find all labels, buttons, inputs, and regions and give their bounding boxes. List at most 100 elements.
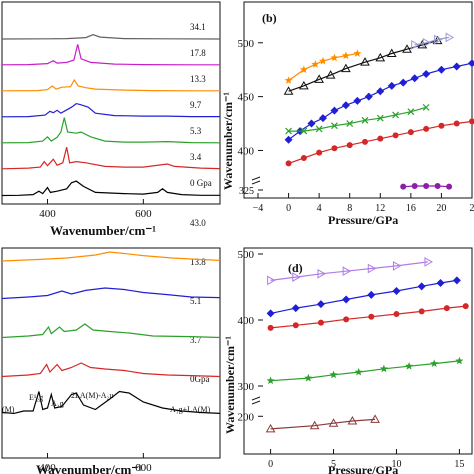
data-point <box>330 106 339 115</box>
spectrum-label: 13.3 <box>190 74 206 84</box>
data-point <box>284 135 293 144</box>
data-point <box>422 103 430 111</box>
data-point <box>317 268 326 279</box>
data-point <box>423 125 430 132</box>
data-point <box>360 57 370 66</box>
data-point <box>376 87 385 96</box>
y-break-label: 325 <box>239 186 254 197</box>
fit-line <box>270 261 428 281</box>
data-point <box>410 74 419 83</box>
panel-a: 0 Gpa 3.4 5.3 9.7 13.3 17.8 34.1 400 600 Wavenu… <box>1 1 221 238</box>
data-point <box>298 80 309 90</box>
data-point <box>330 53 339 62</box>
data-point <box>331 122 338 130</box>
data-point <box>386 48 397 58</box>
data-point <box>375 52 386 62</box>
data-point <box>443 305 450 312</box>
data-point <box>469 118 474 125</box>
data-point <box>328 418 339 427</box>
spectrum-line <box>1 323 221 339</box>
data-point <box>367 290 376 299</box>
data-point <box>387 81 396 90</box>
spectrum-label: 0Gpa <box>190 374 210 384</box>
spectrum-label: 3.7 <box>190 335 202 345</box>
spectrum-line <box>1 117 221 144</box>
x-tick-label: 8 <box>347 203 352 214</box>
data-point <box>392 111 399 119</box>
data-point <box>364 92 373 101</box>
panel-c: 0Gpa 3.7 5.1 13.8 43.0 400 600 E¹₂g A₁g 2LA(M)-… <box>1 218 221 474</box>
data-point <box>361 116 369 124</box>
data-point <box>434 183 441 189</box>
data-point <box>368 313 375 320</box>
fit-line <box>288 62 473 141</box>
x-tick-label: 0 <box>286 203 291 214</box>
spectrum-label: 43.0 <box>190 218 206 228</box>
data-point <box>402 44 412 53</box>
spectrum-line <box>1 251 221 262</box>
y-tick-label: 200 <box>238 411 255 423</box>
data-point <box>424 257 433 267</box>
panel-b: (b) Wavenumber/cm⁻¹ Pressure/GPa −4 0 4 8 12… <box>221 1 474 227</box>
spectrum-label: 5.3 <box>190 126 202 136</box>
data-point <box>266 309 275 318</box>
x-tick-label: 0 <box>268 459 273 470</box>
data-point <box>453 120 460 127</box>
data-point <box>362 138 368 145</box>
data-point <box>291 304 300 313</box>
panel-d-plot <box>265 257 469 433</box>
y-tick-label: 500 <box>238 38 255 50</box>
panel-b-frame <box>243 1 473 199</box>
data-point <box>284 76 293 84</box>
axis-break <box>251 176 261 185</box>
panel-d-ylabel: Wavenumber/cm⁻¹ <box>223 336 237 434</box>
y-tick-label: 400 <box>238 145 255 157</box>
data-point <box>267 275 276 286</box>
panel-a-frame <box>1 1 221 205</box>
fit-line <box>270 360 460 382</box>
data-point <box>411 183 418 189</box>
data-point <box>376 114 384 122</box>
x-tick-label: −4 <box>253 203 264 214</box>
panel-d: (d) Wavenumber/cm⁻¹ Pressure/GPa 0 5 10 15 2… <box>223 247 473 474</box>
panel-b-tag: (b) <box>262 11 277 25</box>
data-point <box>317 319 324 326</box>
spectrum-line <box>1 78 220 92</box>
y-tick-label: 500 <box>238 249 255 261</box>
y-tick-label: 300 <box>238 381 255 393</box>
panel-b-axes: −4 0 4 8 12 16 20 2 400 450 500 325 <box>238 38 474 214</box>
x-tick-label: 20 <box>436 203 446 214</box>
x-tick-label: 15 <box>454 459 464 470</box>
spectrum-line <box>1 390 221 415</box>
x-tick-label: 400 <box>39 208 56 220</box>
data-point <box>370 414 380 423</box>
data-point <box>446 183 453 190</box>
data-point <box>318 114 327 123</box>
data-point <box>319 56 327 65</box>
panel-a-spectra: 0 Gpa 3.4 5.3 9.7 13.3 17.8 34.1 <box>1 22 221 197</box>
panel-d-xlabel: Pressure/GPa <box>328 463 398 474</box>
spectrum-line <box>1 180 220 197</box>
data-point <box>392 261 402 271</box>
spectrum-line <box>1 44 220 66</box>
axis-break <box>251 396 261 405</box>
data-point <box>299 65 308 74</box>
y-tick-label: 400 <box>238 315 255 327</box>
data-point <box>315 125 323 133</box>
panel-a-xlabel: Wavenumber/cm⁻¹ <box>50 223 156 238</box>
data-point <box>316 300 325 309</box>
data-point <box>285 160 292 167</box>
data-point <box>411 40 420 50</box>
data-point <box>353 96 362 105</box>
data-point <box>292 322 299 329</box>
data-point <box>445 32 455 43</box>
x-tick-label: 16 <box>406 203 416 214</box>
spectrum-line <box>1 287 221 300</box>
peak-annotation: A₁g <box>51 399 64 408</box>
panel-c-spectra: 0Gpa 3.7 5.1 13.8 43.0 <box>1 218 221 415</box>
fit-line <box>414 36 450 46</box>
data-point <box>342 266 352 277</box>
spectrum-line <box>1 102 220 118</box>
data-point <box>399 78 408 87</box>
